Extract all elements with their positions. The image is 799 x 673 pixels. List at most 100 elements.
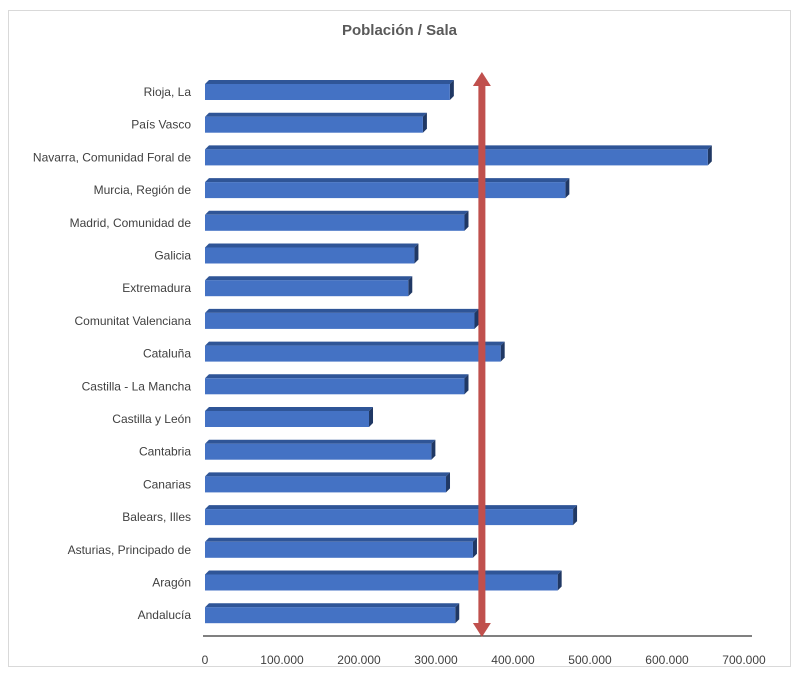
bar-top-face <box>205 243 419 248</box>
category-label: Navarra, Comunidad Foral de <box>33 150 191 164</box>
bar-front-face <box>205 574 558 591</box>
bar-side-face <box>431 439 436 460</box>
category-label: Castilla - La Mancha <box>82 379 192 393</box>
bar-front-face <box>205 182 566 199</box>
category-label: Galicia <box>154 249 191 263</box>
category-label: Balears, Illes <box>122 510 191 524</box>
x-tick-label: 200.000 <box>337 653 381 667</box>
x-tick-label: 0 <box>202 653 209 667</box>
bar <box>205 439 436 460</box>
bar-top-face <box>205 178 570 183</box>
bar-side-face <box>565 178 570 199</box>
bar-front-face <box>205 84 450 100</box>
bar-front-face <box>205 149 708 166</box>
bar <box>205 603 460 624</box>
bar-front-face <box>205 312 475 329</box>
category-label: Cataluña <box>143 347 191 361</box>
bar-top-face <box>205 603 460 608</box>
bar <box>205 505 578 526</box>
bar <box>205 570 562 591</box>
category-label: Asturias, Principado de <box>68 543 192 557</box>
x-tick-label: 300.000 <box>414 653 458 667</box>
bar-top-face <box>205 276 413 281</box>
category-label: Comunitat Valenciana <box>74 314 191 328</box>
bar <box>205 374 469 395</box>
category-label: Cantabria <box>139 445 191 459</box>
bar-top-face <box>205 570 562 575</box>
category-label: Madrid, Comunidad de <box>70 216 192 230</box>
bar <box>205 472 451 493</box>
bars-layer <box>205 80 712 624</box>
bar-top-face <box>205 341 505 346</box>
bar-side-face <box>449 80 454 100</box>
bar <box>205 80 454 100</box>
bar-top-face <box>205 210 469 215</box>
bar-front-face <box>205 345 501 362</box>
bar-top-face <box>205 80 454 84</box>
bar <box>205 341 505 362</box>
x-axis: 0 100.000 200.000 300.000 400.000 500.000 600.… <box>202 635 766 667</box>
bar-top-face <box>205 145 712 150</box>
category-labels: Rioja, La País Vasco Navarra, Comunidad Fo… <box>33 85 191 622</box>
bar-front-face <box>205 443 432 460</box>
bar-top-face <box>205 472 451 477</box>
x-tick-label: 700.000 <box>722 653 766 667</box>
bar-top-face <box>205 374 469 379</box>
bar-side-face <box>573 505 578 526</box>
x-tick-label: 500.000 <box>568 653 612 667</box>
bar <box>205 276 413 297</box>
bar <box>205 407 374 427</box>
bar-front-face <box>205 509 574 526</box>
bar-front-face <box>205 607 456 624</box>
category-label: Castilla y León <box>112 412 191 426</box>
bar-side-face <box>464 374 469 395</box>
bar-side-face <box>464 210 469 231</box>
bar-front-face <box>205 541 473 558</box>
x-tick-label: 600.000 <box>645 653 689 667</box>
reference-line-layer <box>472 72 491 637</box>
x-tick-label: 100.000 <box>260 653 304 667</box>
bar-front-face <box>205 247 415 264</box>
category-label: Rioja, La <box>144 85 192 99</box>
bar <box>205 537 477 558</box>
bar-top-face <box>205 505 578 510</box>
bar-front-face <box>205 411 370 427</box>
arrow-head-up <box>472 72 491 86</box>
x-tick-label: 400.000 <box>491 653 535 667</box>
bar-top-face <box>205 439 436 444</box>
bar <box>205 308 479 329</box>
category-label: Murcia, Región de <box>94 183 192 197</box>
bar-side-face <box>707 145 712 166</box>
bar-top-face <box>205 112 427 117</box>
arrow-head-down <box>472 623 491 637</box>
chart-title: Población / Sala <box>341 22 458 39</box>
bar <box>205 112 427 133</box>
bar-top-face <box>205 407 374 411</box>
bar-side-face <box>446 472 451 493</box>
category-label: Andalucía <box>138 608 192 622</box>
bar-side-face <box>414 243 419 264</box>
bar <box>205 210 469 231</box>
bar-side-face <box>422 112 427 133</box>
category-label: Canarias <box>143 477 191 491</box>
bar-side-face <box>500 341 505 362</box>
category-label: Extremadura <box>122 281 191 295</box>
bar-side-face <box>408 276 413 297</box>
bar-front-face <box>205 214 465 231</box>
bar-front-face <box>205 280 409 297</box>
bar-front-face <box>205 378 465 395</box>
bar-side-face <box>472 537 477 558</box>
bar <box>205 243 419 264</box>
category-label: Aragón <box>152 576 191 590</box>
bar-side-face <box>474 308 479 329</box>
bar <box>205 178 570 199</box>
bar-side-face <box>455 603 460 624</box>
bar-top-face <box>205 537 477 542</box>
bar-top-face <box>205 308 479 313</box>
bar-side-face <box>557 570 562 591</box>
bar-front-face <box>205 476 447 493</box>
bar-front-face <box>205 116 423 133</box>
bar-side-face <box>369 407 374 427</box>
bar <box>205 145 712 166</box>
